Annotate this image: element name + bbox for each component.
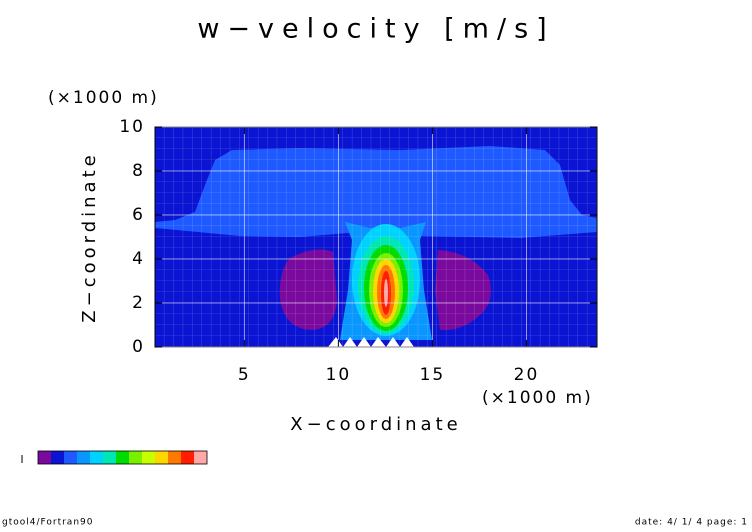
y-tick-label: 10 bbox=[119, 117, 145, 137]
y-tick-label: 4 bbox=[132, 249, 145, 269]
x-axis-title: X−coordinate bbox=[290, 414, 461, 435]
footer-left: gtool4/Fortran90 bbox=[2, 518, 93, 528]
colorbar-swatch bbox=[194, 451, 207, 464]
y-tick-label: 8 bbox=[132, 161, 145, 181]
x-tick-label: 15 bbox=[420, 365, 446, 385]
y-tick-label: 6 bbox=[132, 205, 145, 225]
footer-right: date: 4/ 1/ 4 page: 1 bbox=[635, 518, 748, 528]
y-tick-label: 0 bbox=[132, 337, 145, 357]
colorbar-frame bbox=[37, 450, 208, 465]
contour-field bbox=[155, 127, 597, 347]
colorbar-swatch bbox=[181, 451, 194, 464]
colorbar bbox=[37, 450, 208, 465]
x-tick-label: 5 bbox=[238, 365, 251, 385]
x-tick-label: 10 bbox=[326, 365, 352, 385]
chart-title: w−velocity [m/s] bbox=[197, 14, 554, 45]
terrain bbox=[328, 337, 414, 347]
colorbar-swatch bbox=[64, 451, 77, 464]
x-unit: (×1000 m) bbox=[482, 388, 593, 408]
colorbar-swatch bbox=[77, 451, 90, 464]
x-tick-label: 20 bbox=[514, 365, 540, 385]
mesh bbox=[155, 127, 597, 347]
colorbar-swatch bbox=[116, 451, 129, 464]
y-tick-label: 2 bbox=[132, 293, 145, 313]
colorbar-swatch bbox=[38, 451, 51, 464]
colorbar-swatch bbox=[103, 451, 116, 464]
colorbar-swatch bbox=[168, 451, 181, 464]
colorbar-swatch bbox=[129, 451, 142, 464]
colorbar-swatch bbox=[51, 451, 64, 464]
colorbar-swatch bbox=[155, 451, 168, 464]
colorbar-swatch bbox=[90, 451, 103, 464]
y-unit: (×1000 m) bbox=[48, 88, 159, 108]
colorbar-swatch bbox=[142, 451, 155, 464]
y-axis-title: Z−coordinate bbox=[79, 151, 100, 322]
